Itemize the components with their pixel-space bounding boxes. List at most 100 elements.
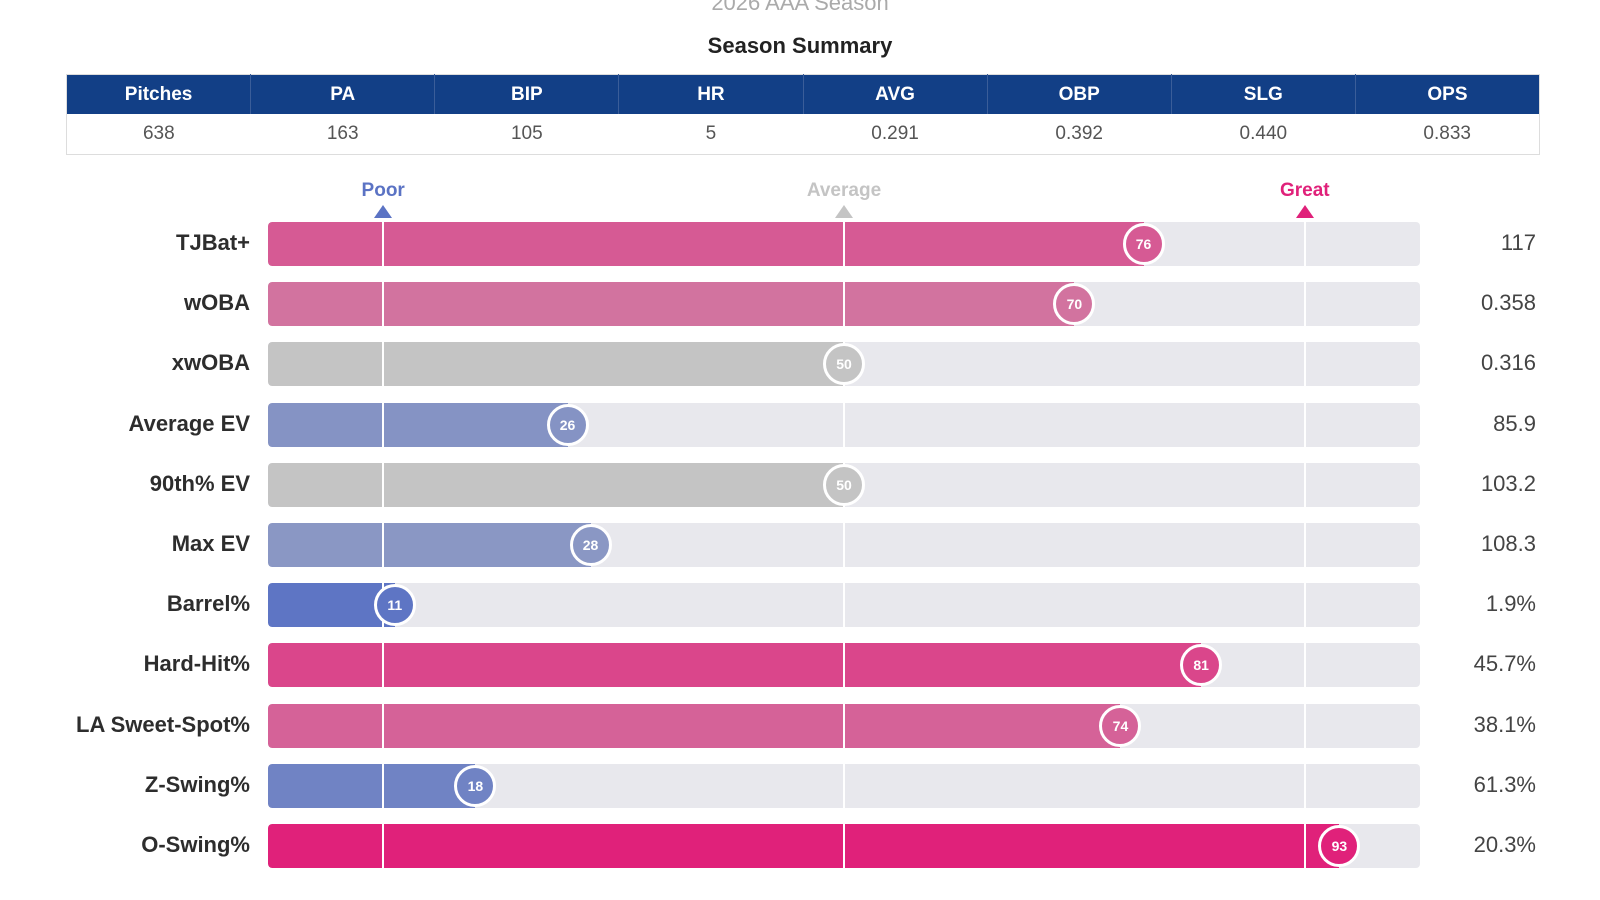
metric-value-average-ev: 85.9	[1493, 410, 1536, 436]
metric-label-max-ev: Max EV	[171, 531, 250, 556]
metric-value-barrel: 1.9%	[1485, 591, 1536, 617]
reference-line-poor	[382, 282, 385, 327]
percentile-badge-o-swing: 93	[1318, 825, 1361, 867]
bar-track-barrel	[268, 583, 1420, 628]
bar-track-la-sweet-spot	[268, 703, 1420, 748]
reference-line-great	[1303, 523, 1306, 567]
metric-label-la-sweet-spot: LA Sweet-Spot%	[76, 711, 250, 737]
metric-value-xwoba: 0.316	[1480, 350, 1536, 376]
metric-label-barrel: Barrel%	[166, 591, 250, 617]
bar-track-woba	[268, 282, 1420, 327]
summary-value-avg: 0.291	[803, 114, 988, 155]
summary-header-row: Pitches PA BIP HR AVG OBP SLG OPS	[66, 74, 1540, 114]
percentile-badge-woba: 70	[1053, 283, 1096, 326]
percentile-badge-max-ev: 28	[569, 524, 612, 566]
metric-label-o-swing: O-Swing%	[141, 832, 250, 857]
summary-value-pitches: 638	[66, 114, 251, 155]
bar-fill-woba	[268, 282, 1075, 327]
reference-line-average	[843, 763, 845, 808]
percentile-badge-tjbat: 76	[1122, 223, 1165, 265]
scale-label-great: Great	[1279, 180, 1330, 201]
bar-track-average-ev	[268, 402, 1420, 447]
metric-value-max-ev: 108.3	[1480, 531, 1536, 556]
metric-label-hard-hit: Hard-Hit%	[143, 651, 250, 677]
bar-track-max-ev	[268, 523, 1420, 567]
scale-marker-poor-icon	[374, 205, 393, 218]
reference-line-poor	[382, 523, 385, 567]
bar-track-o-swing	[268, 824, 1420, 868]
percentile-badge-z-swing: 18	[454, 764, 497, 807]
reference-line-great	[1303, 824, 1306, 868]
summary-header-hr: HR	[618, 74, 804, 114]
scale-marker-average-icon	[835, 205, 853, 218]
metric-value-woba: 0.358	[1480, 290, 1536, 316]
reference-line-average	[843, 643, 845, 688]
reference-line-average	[843, 523, 845, 567]
reference-line-great	[1303, 402, 1306, 447]
metric-label-average-ev: Average EV	[128, 410, 250, 436]
bar-track-hard-hit	[268, 643, 1420, 688]
scale-label-poor: Poor	[361, 180, 405, 201]
summary-value-slg: 0.440	[1171, 114, 1356, 155]
summary-header-avg: AVG	[803, 74, 988, 114]
bar-fill-barrel	[268, 583, 395, 628]
reference-line-great	[1303, 643, 1306, 688]
reference-line-great	[1303, 462, 1306, 507]
metric-label-xwoba: xwOBA	[171, 350, 250, 376]
reference-line-average	[843, 703, 845, 748]
summary-header-obp: OBP	[987, 74, 1172, 114]
summary-value-hr: 5	[618, 114, 803, 155]
bar-fill-z-swing	[268, 763, 476, 808]
reference-line-poor	[382, 222, 385, 266]
summary-value-obp: 0.392	[987, 114, 1172, 155]
reference-line-average	[843, 402, 845, 447]
reference-line-average	[843, 222, 845, 266]
bar-fill-max-ev	[268, 523, 591, 567]
bar-fill-hard-hit	[268, 643, 1202, 688]
summary-header-pa: PA	[250, 74, 436, 114]
bar-fill-tjbat	[268, 222, 1144, 266]
reference-line-poor	[382, 643, 385, 688]
summary-header-bip: BIP	[434, 74, 620, 114]
metric-value-hard-hit: 45.7%	[1473, 651, 1536, 677]
percentile-badge-average-ev: 26	[546, 403, 589, 446]
summary-value-row: 638 163 105 5 0.291 0.392 0.440 0.833	[66, 114, 1540, 155]
reference-line-poor	[382, 462, 385, 507]
summary-header-slg: SLG	[1171, 74, 1356, 114]
summary-title: Season Summary	[707, 33, 893, 58]
bar-fill-o-swing	[268, 824, 1340, 868]
percentile-badge-hard-hit: 81	[1180, 644, 1223, 687]
reference-line-great	[1303, 282, 1306, 327]
summary-header-ops: OPS	[1355, 74, 1540, 114]
scale-label-average: Average	[806, 180, 882, 201]
reference-line-great	[1303, 222, 1306, 266]
season-summary-table: Pitches PA BIP HR AVG OBP SLG OPS 638 16…	[66, 74, 1540, 155]
bar-fill-average-ev	[268, 402, 568, 447]
metric-label-90th-ev: 90th% EV	[149, 470, 250, 496]
scale-marker-great-icon	[1295, 205, 1314, 218]
reference-line-average	[843, 824, 845, 868]
reference-line-average	[843, 282, 845, 327]
reference-line-poor	[382, 402, 385, 447]
percentile-badge-xwoba: 50	[823, 343, 865, 386]
summary-value-ops: 0.833	[1355, 114, 1540, 155]
metric-label-z-swing: Z-Swing%	[144, 771, 250, 797]
reference-line-poor	[382, 824, 385, 868]
metric-value-tjbat: 117	[1500, 230, 1536, 255]
summary-value-bip: 105	[434, 114, 619, 155]
bar-fill-la-sweet-spot	[268, 703, 1121, 748]
reference-line-great	[1303, 342, 1306, 387]
metric-value-z-swing: 61.3%	[1473, 771, 1536, 797]
summary-value-pa: 163	[250, 114, 435, 155]
metric-label-tjbat: TJBat+	[176, 230, 250, 255]
reference-line-poor	[382, 342, 385, 387]
reference-line-great	[1303, 703, 1306, 748]
metric-label-woba: wOBA	[184, 290, 250, 316]
metric-value-90th-ev: 103.2	[1480, 470, 1536, 496]
bar-track-tjbat	[268, 222, 1420, 266]
reference-line-great	[1303, 763, 1306, 808]
bar-fill-90th-ev	[268, 462, 844, 507]
reference-line-average	[843, 583, 845, 628]
metric-value-la-sweet-spot: 38.1%	[1473, 711, 1536, 737]
